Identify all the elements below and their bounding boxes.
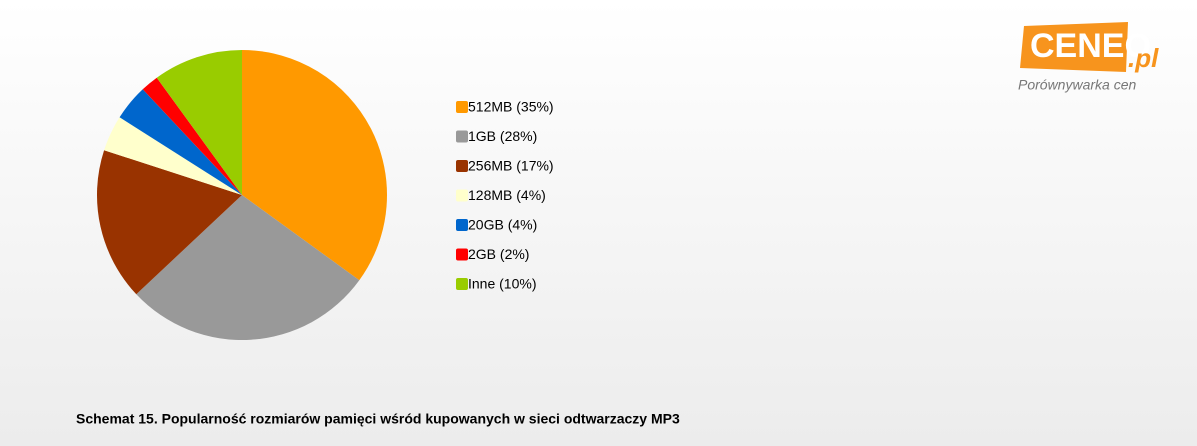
logo-ribbon [1020,22,1128,72]
legend-label: 2GB (2%) [468,246,529,262]
pie-slice [156,50,242,195]
legend-label: 1GB (28%) [468,128,537,144]
legend-swatch [456,160,468,172]
logo-suffix: .pl [1128,43,1159,73]
legend-label: 20GB (4%) [468,217,537,233]
legend-label: Inne (10%) [468,276,536,292]
legend-swatch [456,248,468,261]
legend-label: 128MB (4%) [468,187,546,203]
pie-slice [242,50,387,281]
logo-name: CENEO [1030,27,1151,65]
pie-slice [142,77,242,195]
legend-swatch [456,278,468,290]
pie-slice [96,150,242,295]
pie-slice [104,117,242,195]
legend-label: 256MB (17%) [468,158,554,174]
logo-tagline: Porównywarka cen [1018,77,1136,93]
legend-swatch [456,219,468,231]
legend-swatch [456,130,468,143]
legend-swatch [456,189,468,202]
pie-slice [119,89,242,195]
caption: Schemat 15. Popularność rozmiarów pamięc… [76,411,680,427]
logo: CENEO .pl Porównywarka cen [1018,22,1159,93]
legend-label: 512MB (35%) [468,99,554,115]
legend-swatch [456,101,468,113]
pie-slice [136,195,360,340]
